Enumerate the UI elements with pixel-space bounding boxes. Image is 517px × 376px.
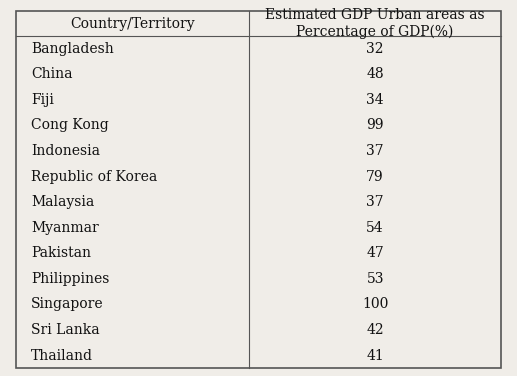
Text: Pakistan: Pakistan	[31, 246, 91, 260]
Text: 32: 32	[367, 41, 384, 56]
Text: Singapore: Singapore	[31, 297, 103, 311]
Text: Bangladesh: Bangladesh	[31, 41, 114, 56]
Text: Indonesia: Indonesia	[31, 144, 100, 158]
Text: Thailand: Thailand	[31, 349, 93, 363]
Text: China: China	[31, 67, 72, 81]
Text: Country/Territory: Country/Territory	[70, 17, 194, 30]
Text: 79: 79	[367, 170, 384, 183]
Text: 100: 100	[362, 297, 388, 311]
Text: Sri Lanka: Sri Lanka	[31, 323, 100, 337]
Text: 42: 42	[367, 323, 384, 337]
Text: 47: 47	[366, 246, 384, 260]
Text: Fiji: Fiji	[31, 93, 54, 107]
Text: Republic of Korea: Republic of Korea	[31, 170, 157, 183]
Text: Myanmar: Myanmar	[31, 221, 99, 235]
Text: 34: 34	[367, 93, 384, 107]
Text: 41: 41	[366, 349, 384, 363]
Text: 37: 37	[367, 195, 384, 209]
Text: Cong Kong: Cong Kong	[31, 118, 109, 132]
Text: 99: 99	[367, 118, 384, 132]
Text: Malaysia: Malaysia	[31, 195, 94, 209]
Text: Philippines: Philippines	[31, 272, 110, 286]
Text: 54: 54	[367, 221, 384, 235]
Text: Estimated GDP Urban areas as
Percentage of GDP(%): Estimated GDP Urban areas as Percentage …	[265, 8, 485, 39]
Text: 37: 37	[367, 144, 384, 158]
Text: 48: 48	[367, 67, 384, 81]
Text: 53: 53	[367, 272, 384, 286]
